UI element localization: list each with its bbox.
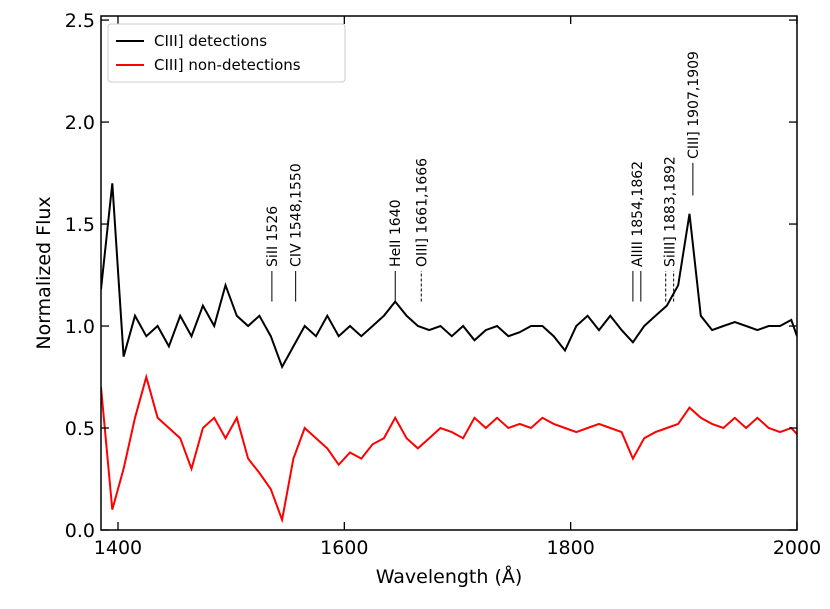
annotation-label: HeII 1640: [388, 199, 404, 266]
y-axis-label: Normalized Flux: [33, 196, 55, 349]
x-tick-label: 2000: [773, 537, 821, 559]
legend-label: CIII] detections: [154, 32, 267, 50]
x-tick-label: 1800: [546, 537, 594, 559]
annotation-label: SiII 1526: [265, 206, 281, 267]
x-axis-label: Wavelength (Å): [376, 565, 523, 588]
legend-box: [107, 23, 346, 83]
annotation-label: SiIII] 1883,1892: [663, 156, 679, 267]
y-tick-label: 0.0: [65, 520, 95, 542]
y-tick-label: 1.5: [65, 214, 95, 236]
y-tick-label: 0.5: [65, 418, 95, 440]
plot-frame: [100, 15, 798, 531]
y-tick-label: 1.0: [65, 316, 95, 338]
spectrum-line: [101, 373, 797, 524]
x-tick-label: 1600: [320, 537, 368, 559]
annotation-label: CIII] 1907,1909: [686, 51, 702, 159]
x-tick-label: 1400: [94, 537, 142, 559]
annotation-label: CIV 1548,1550: [289, 163, 305, 267]
spectrum-line: [101, 183, 797, 370]
annotation-label: OIII] 1661,1666: [414, 158, 430, 267]
y-tick-label: 2.0: [65, 112, 95, 134]
legend-label: CIII] non-detections: [154, 56, 301, 74]
y-tick-label: 2.5: [65, 10, 95, 32]
annotation-label: AlIII 1854,1862: [630, 161, 646, 267]
